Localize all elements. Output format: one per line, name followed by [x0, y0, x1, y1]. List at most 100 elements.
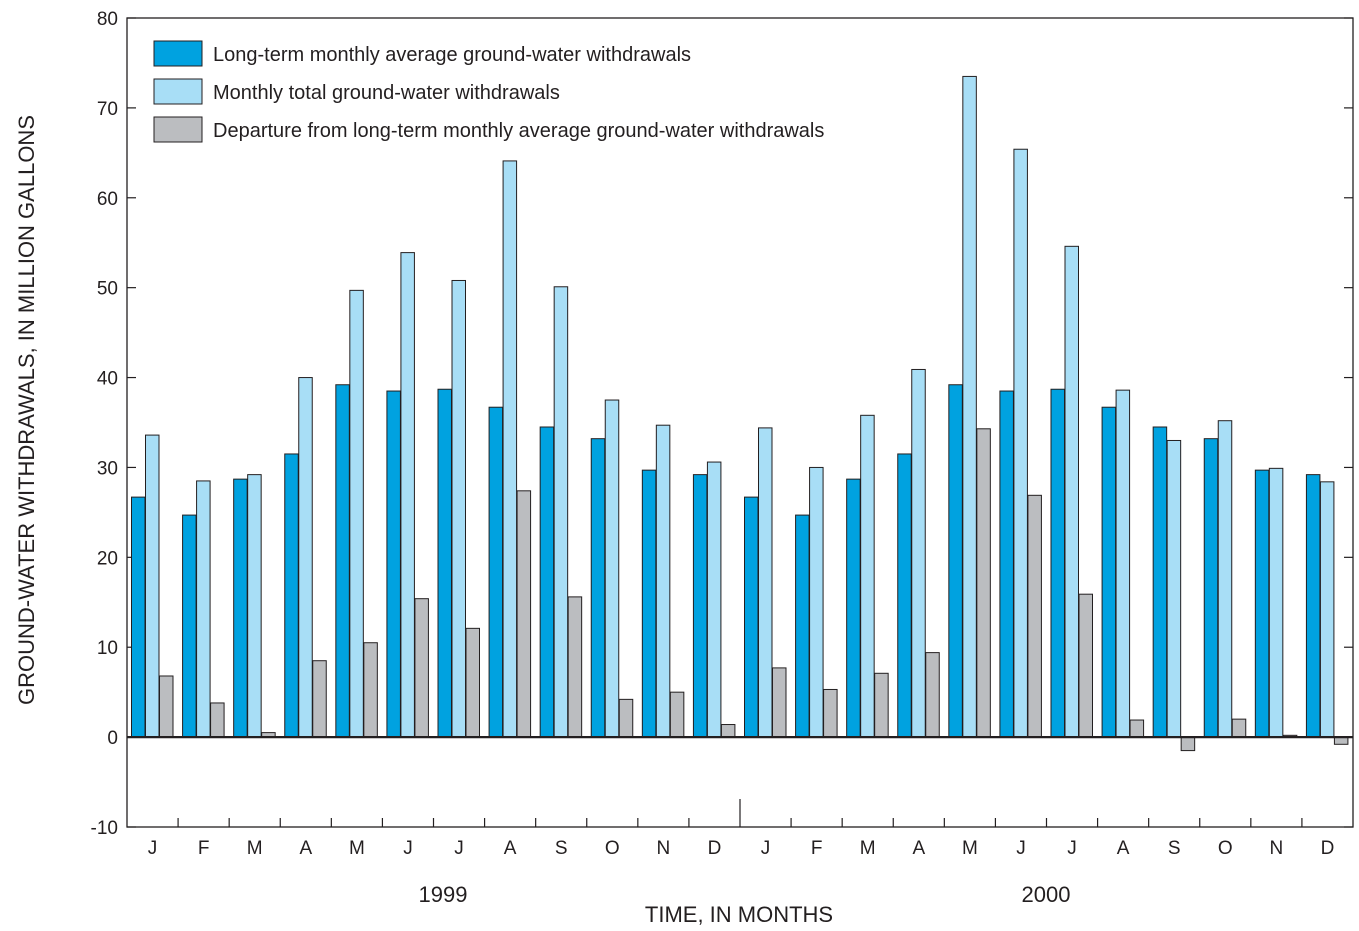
- bar-series3: [465, 627, 480, 738]
- x-tick-label: F: [811, 838, 823, 859]
- bar-series3: [1078, 593, 1093, 738]
- x-tick-label: J: [1067, 838, 1077, 859]
- bar-series2: [860, 414, 875, 738]
- bar-series2: [962, 75, 977, 738]
- legend-swatch-3: [153, 116, 203, 143]
- bar-series1: [488, 406, 504, 738]
- bar-series3: [874, 672, 889, 738]
- bar-series2: [1064, 245, 1079, 738]
- bar-series2: [604, 399, 620, 738]
- x-tick-label: J: [761, 838, 771, 859]
- x-tick-label: J: [454, 838, 464, 859]
- y-tick-label: 60: [97, 189, 118, 210]
- bar-series1: [1050, 388, 1065, 738]
- bar-series1: [1254, 469, 1270, 738]
- bar-series3: [669, 691, 685, 738]
- bar-series2: [196, 480, 211, 738]
- y-axis-title: GROUND-WATER WITHDRAWALS, IN MILLION GAL…: [14, 115, 39, 705]
- bar-series2: [553, 286, 569, 738]
- x-tick-label: J: [148, 838, 158, 859]
- x-tick-label: S: [1168, 838, 1181, 859]
- bar-series1: [692, 474, 708, 738]
- bar-series3: [363, 642, 378, 738]
- bar-series3: [1231, 718, 1247, 738]
- legend-label-2: Monthly total ground-water withdrawals: [213, 82, 560, 104]
- bar-series1: [590, 438, 606, 738]
- bar-series3: [159, 675, 174, 738]
- bar-series3: [567, 596, 583, 738]
- bar-series2: [400, 252, 415, 738]
- y-tick-label: 40: [97, 369, 118, 390]
- bar-series2: [1013, 148, 1028, 738]
- x-tick-label: A: [504, 838, 517, 859]
- x-tick-label: M: [962, 838, 978, 859]
- bar-series3: [823, 688, 838, 738]
- bar-series1: [744, 496, 759, 738]
- y-tick-label: 70: [97, 99, 118, 120]
- y-tick-label: -10: [91, 818, 118, 839]
- x-tick-label: A: [912, 838, 925, 859]
- bar-series1: [437, 388, 452, 738]
- x-tick-label: M: [247, 838, 263, 859]
- x-tick-label: F: [198, 838, 210, 859]
- legend-label-1: Long-term monthly average ground-water w…: [213, 44, 691, 66]
- bar-series1: [233, 478, 248, 738]
- bar-series2: [809, 466, 824, 738]
- legend-swatch-1: [153, 40, 203, 67]
- bar-series3: [772, 667, 787, 738]
- bar-series1: [1203, 438, 1219, 738]
- bar-series1: [1305, 474, 1321, 738]
- x-tick-label: O: [605, 838, 620, 859]
- legend-label-3: Departure from long-term monthly average…: [213, 120, 824, 142]
- y-tick-label: 20: [97, 548, 118, 569]
- bar-series1: [284, 453, 299, 738]
- y-tick-label: 50: [97, 279, 118, 300]
- bar-series2: [655, 424, 671, 738]
- bar-series2: [706, 461, 722, 738]
- x-tick-label: D: [1321, 838, 1335, 859]
- bar-series2: [1115, 389, 1131, 738]
- bar-series1: [897, 453, 912, 738]
- bar-series3: [1180, 736, 1196, 752]
- bar-series1: [386, 390, 401, 738]
- bar-series1: [1152, 426, 1168, 738]
- x-tick-label: M: [349, 838, 365, 859]
- bar-series1: [131, 496, 146, 738]
- bar-series1: [999, 390, 1014, 738]
- x-tick-label: J: [1016, 838, 1026, 859]
- y-tick-label: 80: [97, 9, 118, 30]
- plot-area: -10 0 10 20 30 40 50 60 70 80 J F M A M J J A S O N D J F M A M J J A…: [91, 9, 1354, 859]
- bar-series1: [182, 514, 197, 738]
- bar-series2: [1268, 467, 1284, 738]
- y-tick-label: 30: [97, 458, 118, 479]
- bar-series2: [349, 289, 364, 738]
- bar-series3: [618, 698, 634, 738]
- bar-series3: [976, 428, 991, 738]
- bar-series1: [846, 478, 861, 738]
- y-tick-label: 10: [97, 638, 118, 659]
- legend-swatch-2: [153, 78, 203, 105]
- x-tick-label: S: [555, 838, 568, 859]
- x-tick-label: O: [1218, 838, 1233, 859]
- x-tick-label: A: [299, 838, 312, 859]
- bar-series1: [795, 514, 810, 738]
- y-axis-title-group: GROUND-WATER WITHDRAWALS, IN MILLION GAL…: [14, 115, 39, 705]
- year-label-1999: 1999: [419, 882, 468, 907]
- x-tick-label: J: [403, 838, 413, 859]
- x-tick-label: M: [860, 838, 876, 859]
- bar-series1: [539, 426, 555, 738]
- bar-series1: [641, 469, 657, 738]
- x-tick-label: N: [1270, 838, 1284, 859]
- bar-series2: [298, 377, 313, 738]
- bar-series3: [720, 724, 736, 738]
- bar-series2: [1217, 420, 1233, 738]
- bar-series3: [516, 490, 532, 738]
- bar-series3: [312, 660, 327, 738]
- bar-series1: [335, 384, 350, 738]
- x-tick-label: A: [1117, 838, 1130, 859]
- bar-series1: [1101, 406, 1117, 738]
- x-axis-title: TIME, IN MONTHS: [645, 902, 833, 927]
- x-tick-label: N: [657, 838, 671, 859]
- bar-series3: [210, 702, 225, 738]
